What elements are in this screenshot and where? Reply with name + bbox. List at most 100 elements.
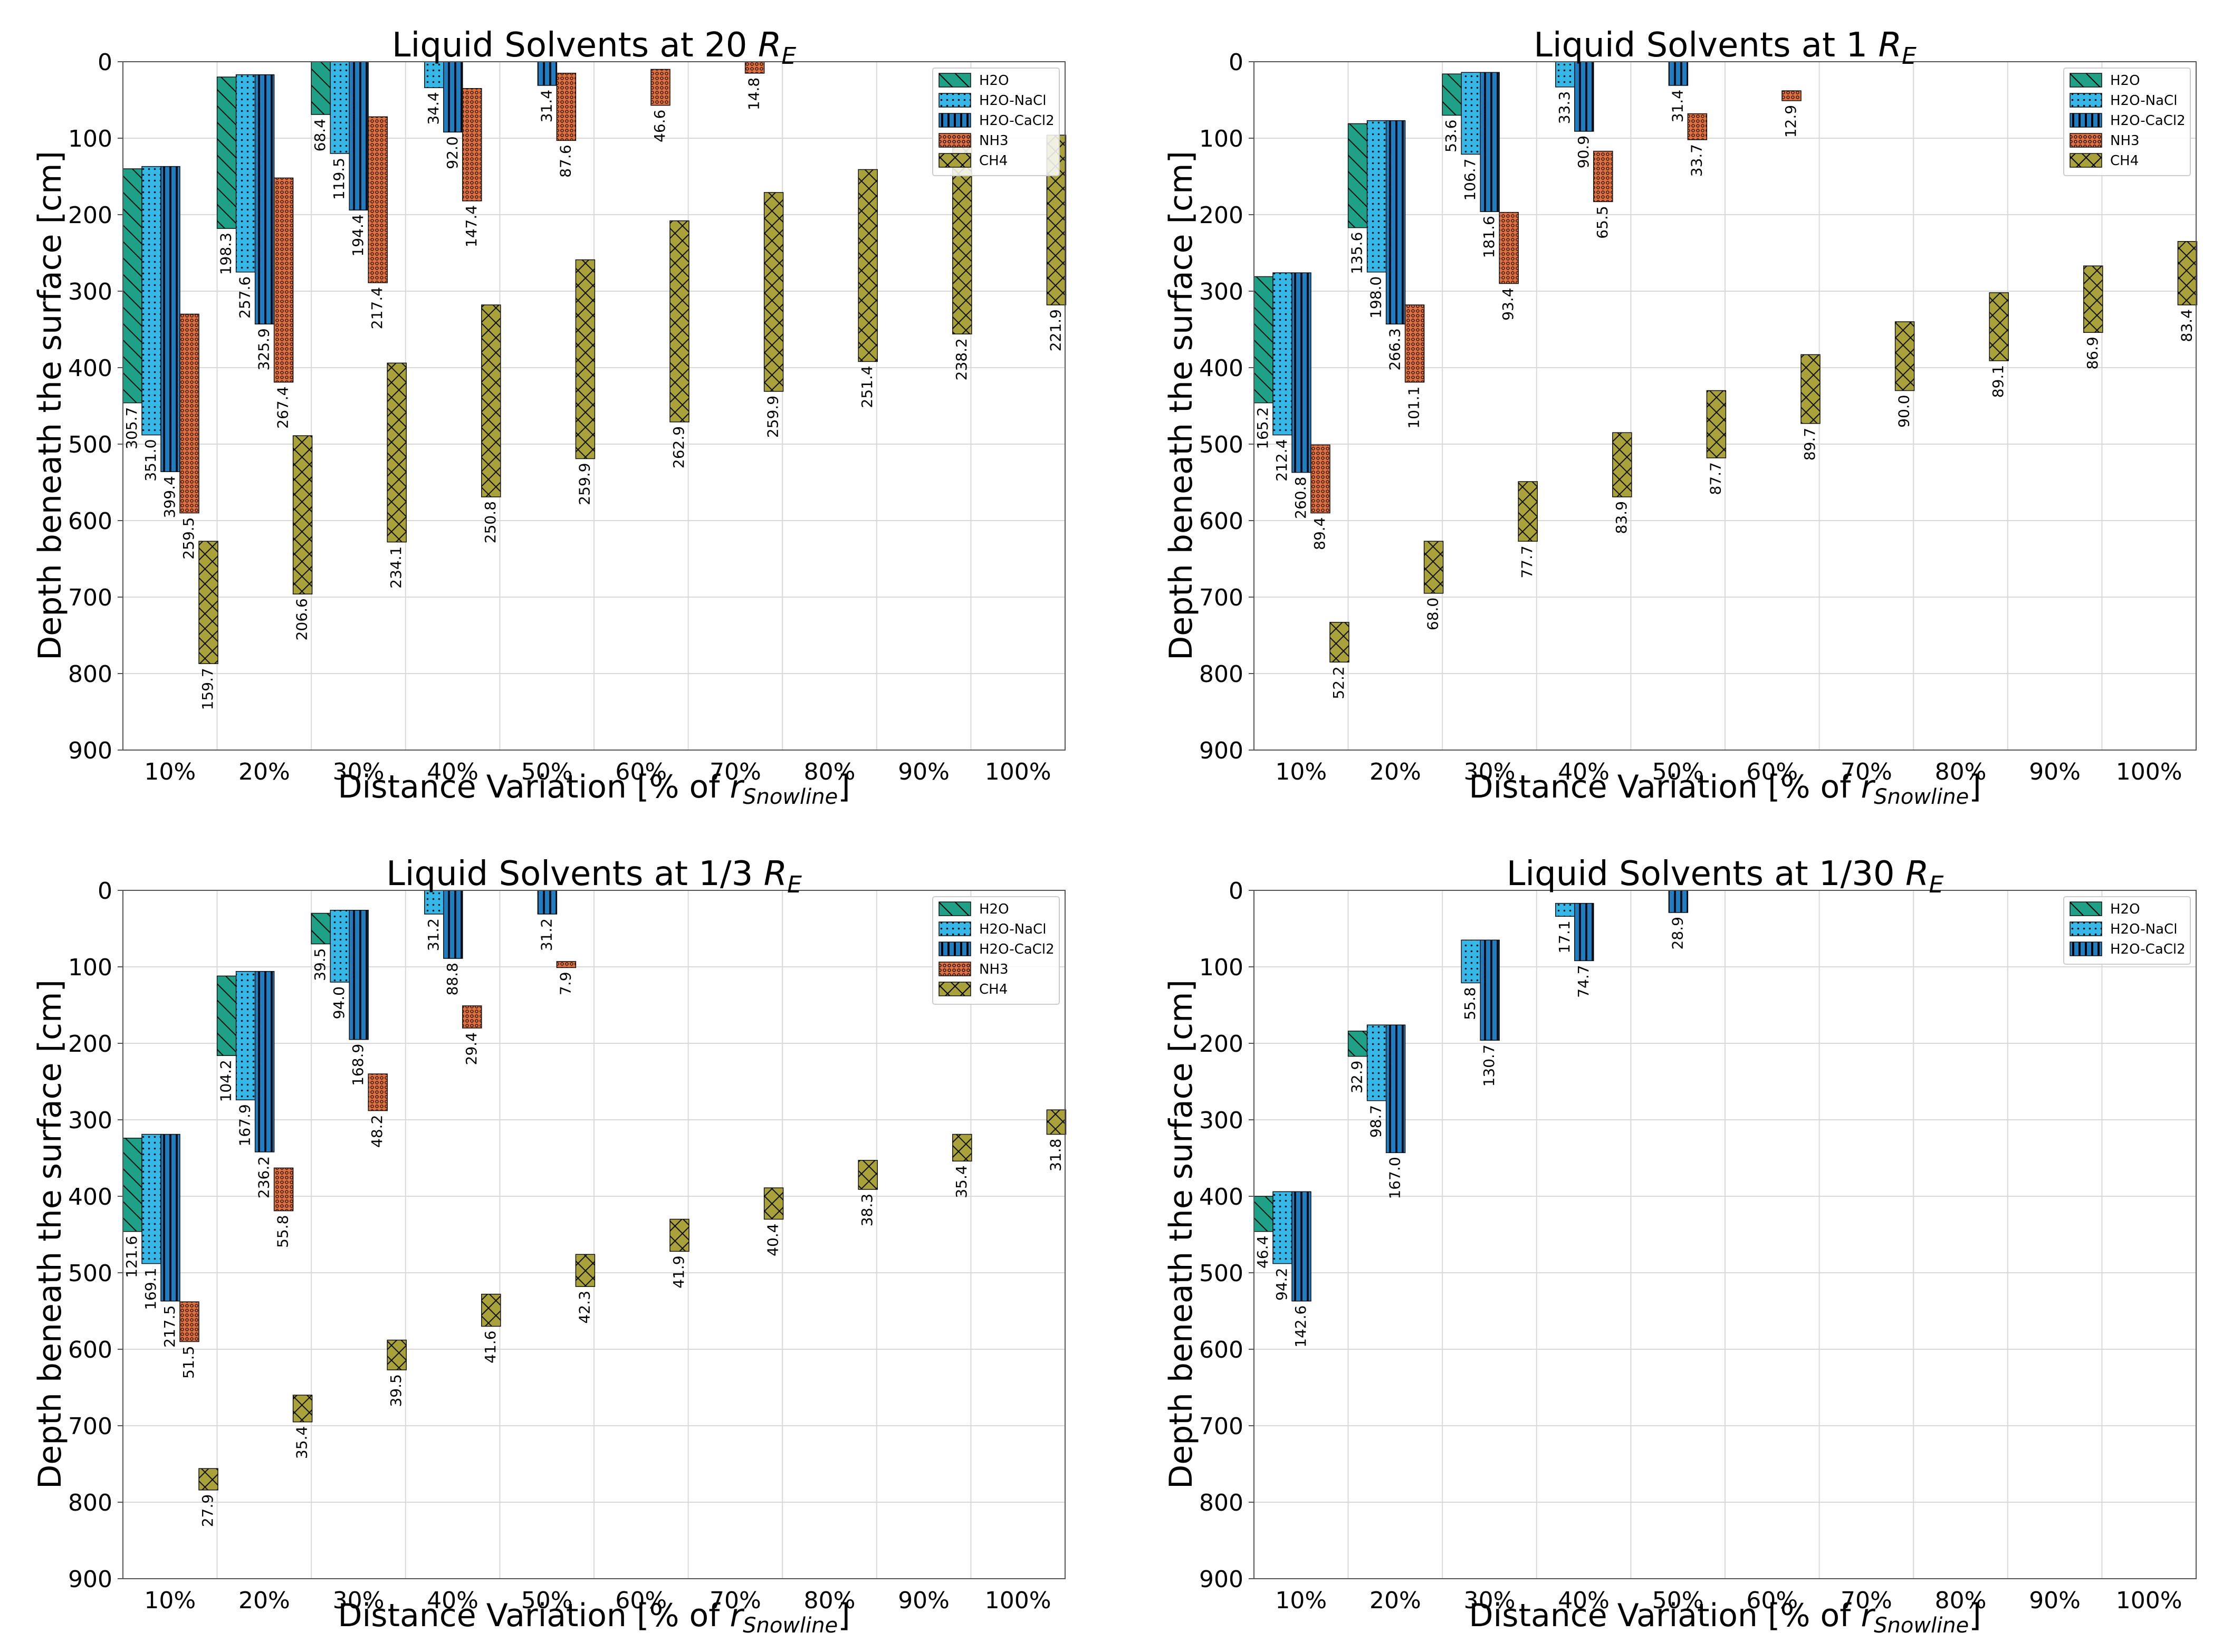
- legend-swatch-hatch: [939, 133, 971, 147]
- y-tick-label: 900: [68, 1566, 112, 1593]
- bar-hatch: [1386, 1025, 1405, 1153]
- y-tick-label: 700: [68, 584, 112, 611]
- y-tick-label: 100: [68, 954, 112, 981]
- y-tick-label: 500: [68, 431, 112, 458]
- data-label: 46.6: [651, 110, 668, 142]
- data-label: 88.8: [444, 963, 461, 995]
- bar-hatch: [745, 62, 764, 73]
- data-label: 399.4: [161, 476, 178, 518]
- y-tick-label: 400: [68, 355, 112, 382]
- data-label: 33.7: [1688, 144, 1705, 177]
- x-axis-label: Distance Variation [% of rSnowline]: [1469, 1597, 1981, 1638]
- data-label: 121.6: [123, 1236, 140, 1278]
- bar-hatch: [764, 192, 783, 391]
- x-tick-label: 40%: [427, 1587, 478, 1614]
- bar-hatch: [199, 1468, 218, 1490]
- data-label: 98.7: [1367, 1105, 1385, 1138]
- bar-hatch: [1047, 1110, 1066, 1135]
- data-label: 31.4: [538, 90, 555, 122]
- bar-hatch: [481, 305, 501, 497]
- legend-swatch-hatch: [939, 902, 971, 916]
- x-ticks: 10% 20% 30% 40% 50% 60% 70% 80% 90% 100%: [1275, 1587, 2182, 1614]
- x-ticks: 10% 20% 30% 40% 50% 60% 70% 80% 90% 100%: [1275, 758, 2182, 785]
- data-label: 101.1: [1405, 387, 1423, 429]
- y-tick-label: 400: [1199, 355, 1243, 382]
- data-label: 90.0: [1895, 395, 1913, 428]
- bar-hatch: [311, 62, 331, 115]
- data-label: 259.9: [576, 463, 593, 505]
- x-tick-label: 60%: [615, 758, 667, 785]
- data-label: 38.3: [858, 1194, 876, 1226]
- data-label: 267.4: [274, 387, 292, 429]
- legend-label: CH4: [979, 153, 1008, 169]
- data-label: 83.9: [1613, 501, 1630, 534]
- x-ticks: 10% 20% 30% 40% 50% 60% 70% 80% 90% 100%: [144, 758, 1051, 785]
- x-tick-label: 80%: [1935, 1587, 1987, 1614]
- y-tick-label: 200: [68, 1031, 112, 1058]
- bar-hatch: [1273, 1192, 1292, 1264]
- data-label: 31.2: [425, 918, 442, 951]
- data-label: 41.9: [670, 1255, 687, 1288]
- x-tick-label: 10%: [144, 758, 196, 785]
- bar-hatch: [764, 1188, 783, 1219]
- legend-swatch-hatch: [939, 982, 971, 996]
- x-tick-label: 60%: [1746, 1587, 1798, 1614]
- bar-hatch: [123, 1138, 142, 1232]
- legend-label: CH4: [979, 982, 1008, 997]
- chart-panel-1re: 165.2 135.6 53.6 212.4 198.0 106.7 33.3 260.8 26…: [1163, 26, 2198, 809]
- bar-hatch: [387, 363, 407, 542]
- legend-swatch-hatch: [939, 922, 971, 936]
- data-label: 147.4: [463, 205, 480, 247]
- x-tick-label: 80%: [1935, 758, 1987, 785]
- data-label: 168.9: [349, 1044, 367, 1086]
- data-label: 259.5: [180, 517, 197, 560]
- chart-title: Liquid Solvents at 1/3 RE: [386, 854, 802, 898]
- legend: H2O H2O-NaCl H2O-CaCl2: [2063, 896, 2191, 965]
- data-label: 27.9: [199, 1494, 216, 1527]
- y-tick-label: 200: [1199, 202, 1243, 229]
- data-label: 34.4: [425, 92, 442, 124]
- bars: 305.7 198.3 68.4 351.0 257.6 119.5 34.4 399.4 32…: [122, 61, 1067, 710]
- legend-label: H2O: [979, 73, 1009, 89]
- bar-hatch: [2083, 266, 2103, 333]
- data-label: 194.4: [349, 214, 367, 256]
- bar-hatch: [293, 1395, 312, 1422]
- data-label: 14.8: [745, 78, 763, 110]
- y-axis-label: Depth beneath the surface [cm]: [1163, 151, 1200, 660]
- x-tick-label: 50%: [1652, 1587, 1704, 1614]
- bar-hatch: [462, 1005, 482, 1028]
- y-tick-label: 100: [1199, 126, 1243, 152]
- data-label: 259.9: [764, 396, 782, 438]
- data-label: 234.1: [387, 546, 405, 589]
- x-tick-label: 100%: [2116, 1587, 2182, 1614]
- bar-hatch: [651, 69, 670, 105]
- gridlines: [1254, 890, 2196, 1579]
- bar-hatch: [236, 971, 255, 1100]
- x-tick-label: 100%: [985, 1587, 1051, 1614]
- data-label: 260.8: [1292, 477, 1309, 519]
- bar-hatch: [1461, 940, 1481, 983]
- x-tick-label: 20%: [238, 1587, 290, 1614]
- bar-hatch: [576, 260, 595, 459]
- bar-hatch: [1424, 541, 1443, 593]
- legend-swatch-hatch: [2070, 902, 2102, 916]
- bar-hatch: [255, 74, 274, 324]
- plot-frame: [1253, 890, 2197, 1579]
- bar-hatch: [368, 1074, 388, 1111]
- data-label: 181.6: [1480, 216, 1498, 258]
- x-tick-label: 60%: [1746, 758, 1798, 785]
- y-tick-label: 600: [1199, 508, 1243, 535]
- bar-hatch: [161, 166, 180, 472]
- bar-hatch: [481, 1294, 501, 1327]
- bar-hatch: [161, 1134, 180, 1301]
- data-label: 40.4: [764, 1224, 782, 1256]
- y-tick-label: 0: [1229, 878, 1243, 905]
- y-tick-label: 900: [68, 737, 112, 764]
- legend-swatch-hatch: [939, 942, 971, 956]
- x-tick-label: 10%: [1275, 758, 1327, 785]
- x-tick-label: 70%: [710, 758, 761, 785]
- x-axis-label: Distance Variation [% of rSnowline]: [338, 769, 850, 809]
- data-label: 74.7: [1575, 965, 1592, 997]
- data-label: 266.3: [1386, 328, 1404, 370]
- data-label: 39.5: [387, 1374, 405, 1407]
